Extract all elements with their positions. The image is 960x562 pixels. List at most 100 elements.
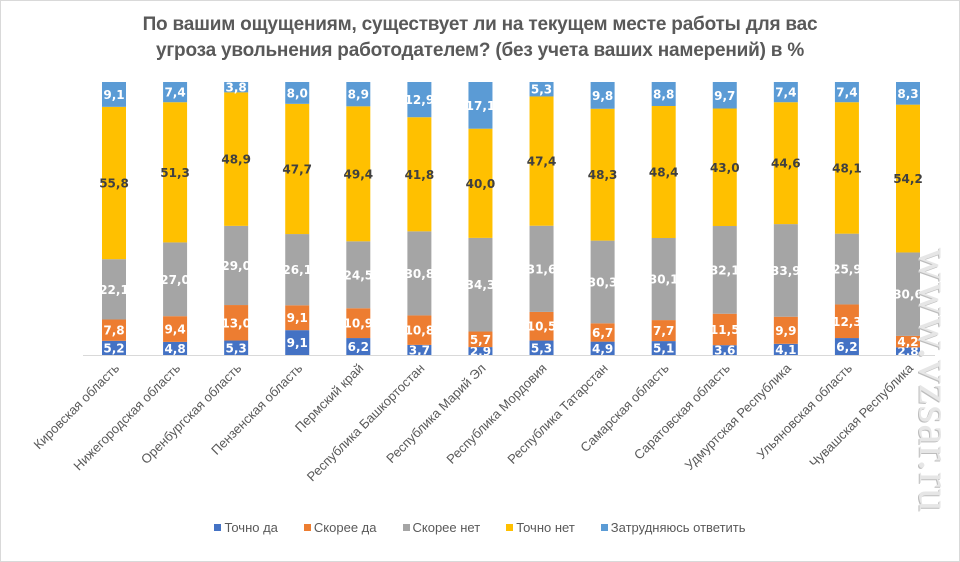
data-label: 9,1: [287, 336, 308, 350]
bar-segment: [407, 82, 432, 118]
bar-segment: [590, 323, 615, 342]
data-label: 13,0: [221, 316, 251, 330]
data-label: 9,1: [103, 88, 124, 102]
bar-segment: [407, 117, 432, 232]
data-label: 5,2: [103, 341, 124, 355]
bar-segment: [163, 341, 188, 355]
bar-segment: [468, 347, 493, 355]
data-label: 41,8: [405, 168, 435, 182]
data-label: 4,2: [897, 335, 918, 349]
data-label: 44,6: [771, 157, 801, 171]
bar-segment: [529, 340, 554, 355]
legend-swatch: [506, 524, 514, 531]
data-label: 3,7: [409, 343, 430, 357]
bar-segment: [529, 82, 554, 97]
data-label: 5,1: [653, 342, 674, 356]
legend-item: Скорее нет: [402, 520, 481, 535]
data-label: 43,0: [710, 161, 740, 175]
bar-segment: [590, 82, 615, 109]
bar-segment: [102, 259, 126, 320]
data-label: 32,1: [710, 263, 740, 277]
watermark: www.vzsar.ru: [905, 205, 960, 555]
legend-item: Точно нет: [506, 520, 575, 535]
data-label: 55,8: [99, 177, 129, 191]
legend-label: Затрудняюсь ответить: [610, 520, 746, 535]
bar-segment: [773, 102, 798, 225]
data-label: 4,8: [164, 342, 185, 356]
bar-segment: [834, 304, 859, 339]
bar-segment: [896, 335, 920, 348]
bar-segment: [468, 331, 493, 348]
data-label: 9,7: [714, 89, 735, 103]
legend-swatch: [402, 524, 410, 531]
data-label: 30,1: [649, 273, 679, 287]
data-label: 8,8: [653, 88, 674, 102]
bar-segment: [712, 345, 737, 355]
legend-label: Скорее нет: [412, 520, 481, 535]
bar-segment: [651, 320, 676, 342]
data-label: 17,1: [466, 99, 496, 113]
data-label: 7,4: [775, 86, 796, 100]
data-label: 31,6: [527, 262, 557, 276]
bar-segment: [651, 82, 676, 106]
bar-segment: [712, 108, 737, 227]
bar-segment: [285, 234, 310, 306]
data-label: 51,3: [160, 166, 190, 180]
data-label: 8,0: [287, 86, 308, 100]
category-label: Оренбургская область: [138, 360, 245, 467]
category-label: Республика Мордовия: [443, 361, 549, 467]
category-label: Чувашская Республика: [806, 360, 916, 470]
bar-segment: [529, 96, 554, 226]
data-label: 7,4: [164, 86, 185, 100]
bar-segment: [285, 82, 310, 104]
legend: Точно да Скорее да Скорее нет Точно нет Затр…: [0, 520, 960, 535]
bar-segment: [773, 82, 798, 103]
data-label: 12,9: [405, 93, 435, 107]
data-label: 3,8: [226, 81, 247, 95]
data-label: 7,7: [653, 324, 674, 338]
data-label: 10,5: [527, 320, 557, 334]
data-label: 48,9: [221, 153, 251, 167]
data-label: 33,9: [771, 264, 801, 278]
bar-segment: [590, 240, 615, 324]
category-label: Республика Татарстан: [504, 361, 610, 467]
bar-segment: [590, 341, 615, 355]
category-label: Республика Марий Эл: [383, 361, 488, 466]
bar-segment: [712, 226, 737, 314]
data-label: 22,1: [99, 283, 129, 297]
data-label: 47,4: [527, 155, 557, 169]
data-label: 4,1: [775, 343, 796, 357]
bar-segment: [224, 225, 249, 306]
bar-segment: [102, 319, 126, 341]
legend-item: Точно да: [214, 520, 278, 535]
data-label: 11,5: [710, 323, 740, 337]
watermark-text: www.vzsar.ru: [909, 247, 960, 513]
bar-segment: [468, 128, 493, 238]
data-label: 24,5: [344, 268, 374, 282]
data-label: 48,4: [649, 166, 679, 180]
bar-segment: [407, 231, 432, 316]
data-label: 4,9: [592, 342, 613, 356]
data-label: 10,8: [405, 324, 435, 338]
chart-title: По вашим ощущениям, существует ли на тек…: [0, 12, 960, 64]
data-label: 27,0: [160, 273, 190, 287]
data-label: 9,8: [592, 89, 613, 103]
data-label: 10,9: [344, 317, 374, 331]
data-label: 5,3: [531, 83, 552, 97]
chart-title-line-1: По вашим ощущениям, существует ли на тек…: [142, 14, 818, 35]
data-label: 26,1: [282, 263, 312, 277]
bar-segment: [834, 82, 859, 103]
bar-segment: [529, 225, 554, 312]
data-label: 5,3: [226, 341, 247, 355]
bar-segment: [346, 338, 371, 355]
bar-segment: [102, 340, 126, 355]
bars-group: 5,2 7,8 22,1 55,8 9,1 4,8 9,4 27,0 51,3 7,4 5,3 13,…: [99, 81, 923, 359]
data-label: 5,7: [470, 333, 491, 347]
data-label: 3,6: [714, 344, 735, 358]
bar-segment: [163, 316, 188, 342]
bar-segment: [834, 338, 859, 355]
bar-segment: [163, 82, 188, 103]
legend-item: Скорее да: [303, 520, 377, 535]
stacked-bar-chart: 5,2 7,8 22,1 55,8 9,1 4,8 9,4 27,0 51,3 7,4 5,3 13,…: [31, 81, 935, 484]
